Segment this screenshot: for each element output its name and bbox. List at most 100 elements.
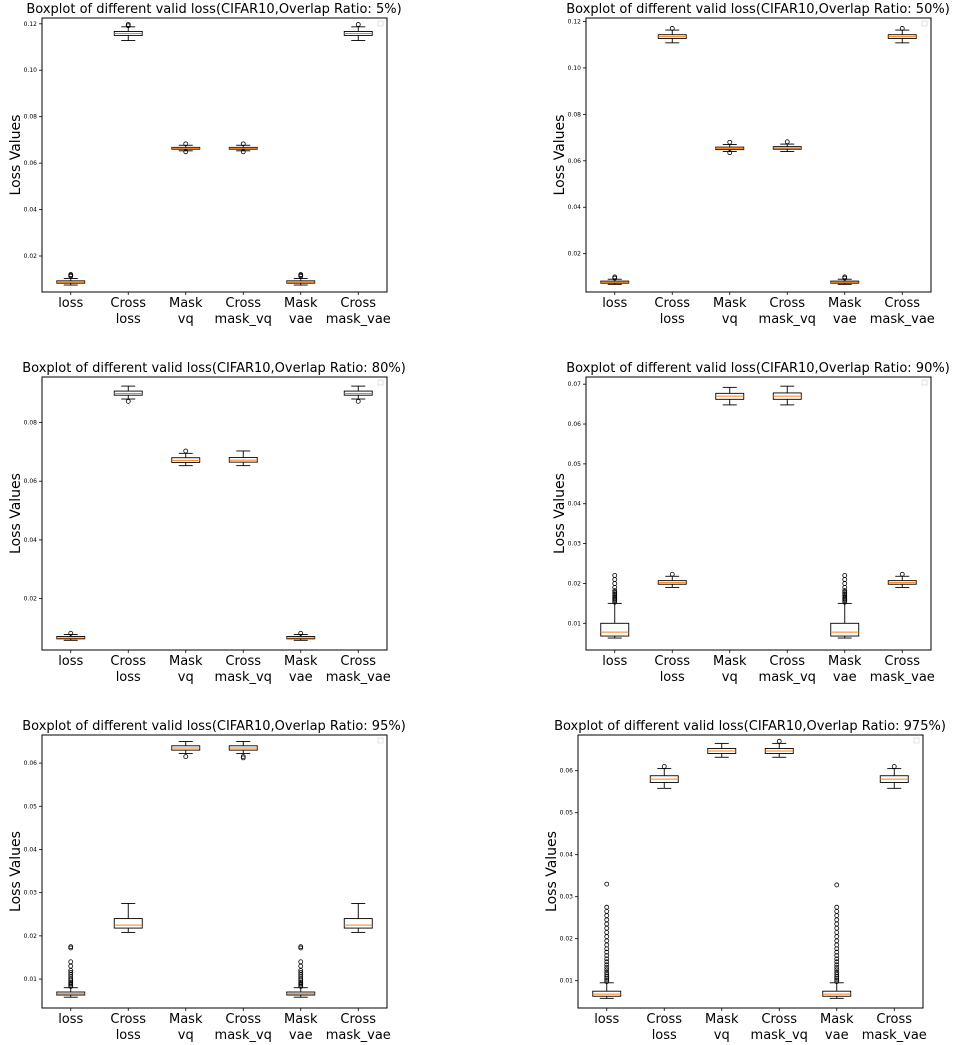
y-axis-label: Loss Values xyxy=(552,473,568,554)
outlier-point xyxy=(842,593,848,598)
box-1 xyxy=(56,272,86,286)
x-tick-label-line: loss xyxy=(58,296,83,311)
box-2 xyxy=(113,385,143,404)
outlier-point xyxy=(661,764,667,769)
outlier-point xyxy=(834,953,840,958)
y-tick-label: 0.12 xyxy=(568,18,582,25)
y-tick-label: 0.06 xyxy=(568,421,582,428)
box-6 xyxy=(343,903,373,933)
box-5 xyxy=(286,630,316,641)
outlier-point xyxy=(834,934,840,939)
outlier-point xyxy=(604,949,610,955)
x-tick-label-line: mask_vq xyxy=(759,670,816,685)
x-tick-label-line: loss xyxy=(660,670,685,685)
outlier-point xyxy=(834,977,840,983)
box-3 xyxy=(171,141,201,155)
x-tick-label: Cross mask_vq xyxy=(751,1012,808,1043)
outlier-point xyxy=(834,938,840,944)
x-tick-label-line: vq xyxy=(722,312,738,327)
y-tick-label: 0.01 xyxy=(568,620,582,627)
outlier-point xyxy=(604,956,610,962)
x-tick-label-line: Cross xyxy=(340,654,376,669)
chart-panel-5: Boxplot of different valid loss(CIFAR10,… xyxy=(8,719,406,1043)
legend-box xyxy=(921,379,928,386)
x-tick-label-line: Cross xyxy=(646,1012,682,1027)
x-tick-label-line: vq xyxy=(178,312,194,327)
box-body xyxy=(600,622,630,637)
x-tick-label-line: mask_vq xyxy=(759,312,816,327)
outlier-point xyxy=(604,979,610,984)
chart-title: Boxplot of different valid loss(CIFAR10,… xyxy=(22,719,406,734)
outlier-point xyxy=(298,980,304,985)
outlier-point xyxy=(183,448,189,454)
x-tick-label-line: Mask xyxy=(284,296,318,311)
outlier-point xyxy=(834,962,840,968)
outlier-point xyxy=(604,913,610,918)
box-6 xyxy=(887,26,917,44)
y-tick-label: 0.04 xyxy=(24,537,38,544)
outlier-point xyxy=(240,149,246,155)
outlier-point xyxy=(842,274,848,280)
box-2 xyxy=(113,22,143,41)
outlier-point xyxy=(834,972,840,977)
chart-title: Boxplot of different valid loss(CIFAR10,… xyxy=(26,2,401,17)
outlier-point xyxy=(604,917,610,923)
x-tick-label-line: loss xyxy=(602,296,627,311)
x-tick-label-line: loss xyxy=(652,1028,677,1043)
x-tick-label: Cross loss xyxy=(110,1012,146,1043)
y-tick-label: 0.08 xyxy=(24,114,38,121)
outlier-point xyxy=(604,930,610,935)
outlier-point xyxy=(612,573,618,578)
outlier-point xyxy=(612,594,618,600)
x-tick-label: Mask vq xyxy=(169,654,203,685)
x-tick-label-line: Mask xyxy=(713,654,747,669)
chart-panel-6: Boxplot of different valid loss(CIFAR10,… xyxy=(544,719,946,1043)
outlier-point xyxy=(355,22,361,27)
y-tick-label: 0.04 xyxy=(568,204,582,211)
x-tick-label: Mask vae xyxy=(284,296,318,327)
x-tick-label-line: vq xyxy=(722,670,738,685)
box-4 xyxy=(228,450,258,467)
x-tick-label: loss xyxy=(58,296,83,311)
x-tick-label-line: mask_vae xyxy=(326,1028,391,1043)
outlier-point xyxy=(842,588,848,594)
outlier-point xyxy=(834,909,840,914)
x-tick-label: Mask vq xyxy=(713,654,747,685)
outlier-point xyxy=(604,977,610,983)
x-tick-label: Cross loss xyxy=(646,1012,682,1043)
chart-panel-2: Boxplot of different valid loss(CIFAR10,… xyxy=(552,2,950,327)
y-tick-label: 0.10 xyxy=(24,67,38,74)
x-tick-label-line: Cross xyxy=(769,654,805,669)
y-tick-label: 0.08 xyxy=(24,420,38,427)
outlier-point xyxy=(834,967,840,973)
outlier-point xyxy=(669,26,675,31)
outlier-point xyxy=(842,589,848,595)
x-tick-label-line: mask_vae xyxy=(326,670,391,685)
x-tick-label-line: Mask xyxy=(820,1012,854,1027)
plot-frame xyxy=(585,376,932,651)
box-body xyxy=(113,918,143,929)
y-tick-label: 0.06 xyxy=(24,160,38,167)
x-tick-label-line: Mask xyxy=(284,1012,318,1027)
chart-title: Boxplot of different valid loss(CIFAR10,… xyxy=(566,2,950,17)
y-tick-label: 0.06 xyxy=(560,768,574,775)
x-tick-label-line: Cross xyxy=(654,296,690,311)
outlier-point xyxy=(612,588,618,594)
outlier-point xyxy=(604,972,610,977)
y-tick-label: 0.04 xyxy=(24,207,38,214)
outlier-point xyxy=(68,944,74,950)
outlier-point xyxy=(834,979,840,984)
outlier-point xyxy=(604,904,610,910)
x-tick-label-line: Cross xyxy=(876,1012,912,1027)
outlier-point xyxy=(612,577,618,582)
outlier-point xyxy=(183,754,189,759)
y-tick-label: 0.05 xyxy=(568,461,582,468)
x-tick-label: Cross mask_vq xyxy=(759,296,816,327)
x-tick-label: Mask vae xyxy=(284,1012,318,1043)
x-tick-label-line: Mask xyxy=(169,1012,203,1027)
x-tick-label: Mask vae xyxy=(828,296,862,327)
x-tick-label-line: Cross xyxy=(340,296,376,311)
x-tick-label: Mask vq xyxy=(705,1012,739,1043)
outlier-point xyxy=(834,956,840,962)
x-tick-label: Mask vae xyxy=(820,1012,854,1043)
